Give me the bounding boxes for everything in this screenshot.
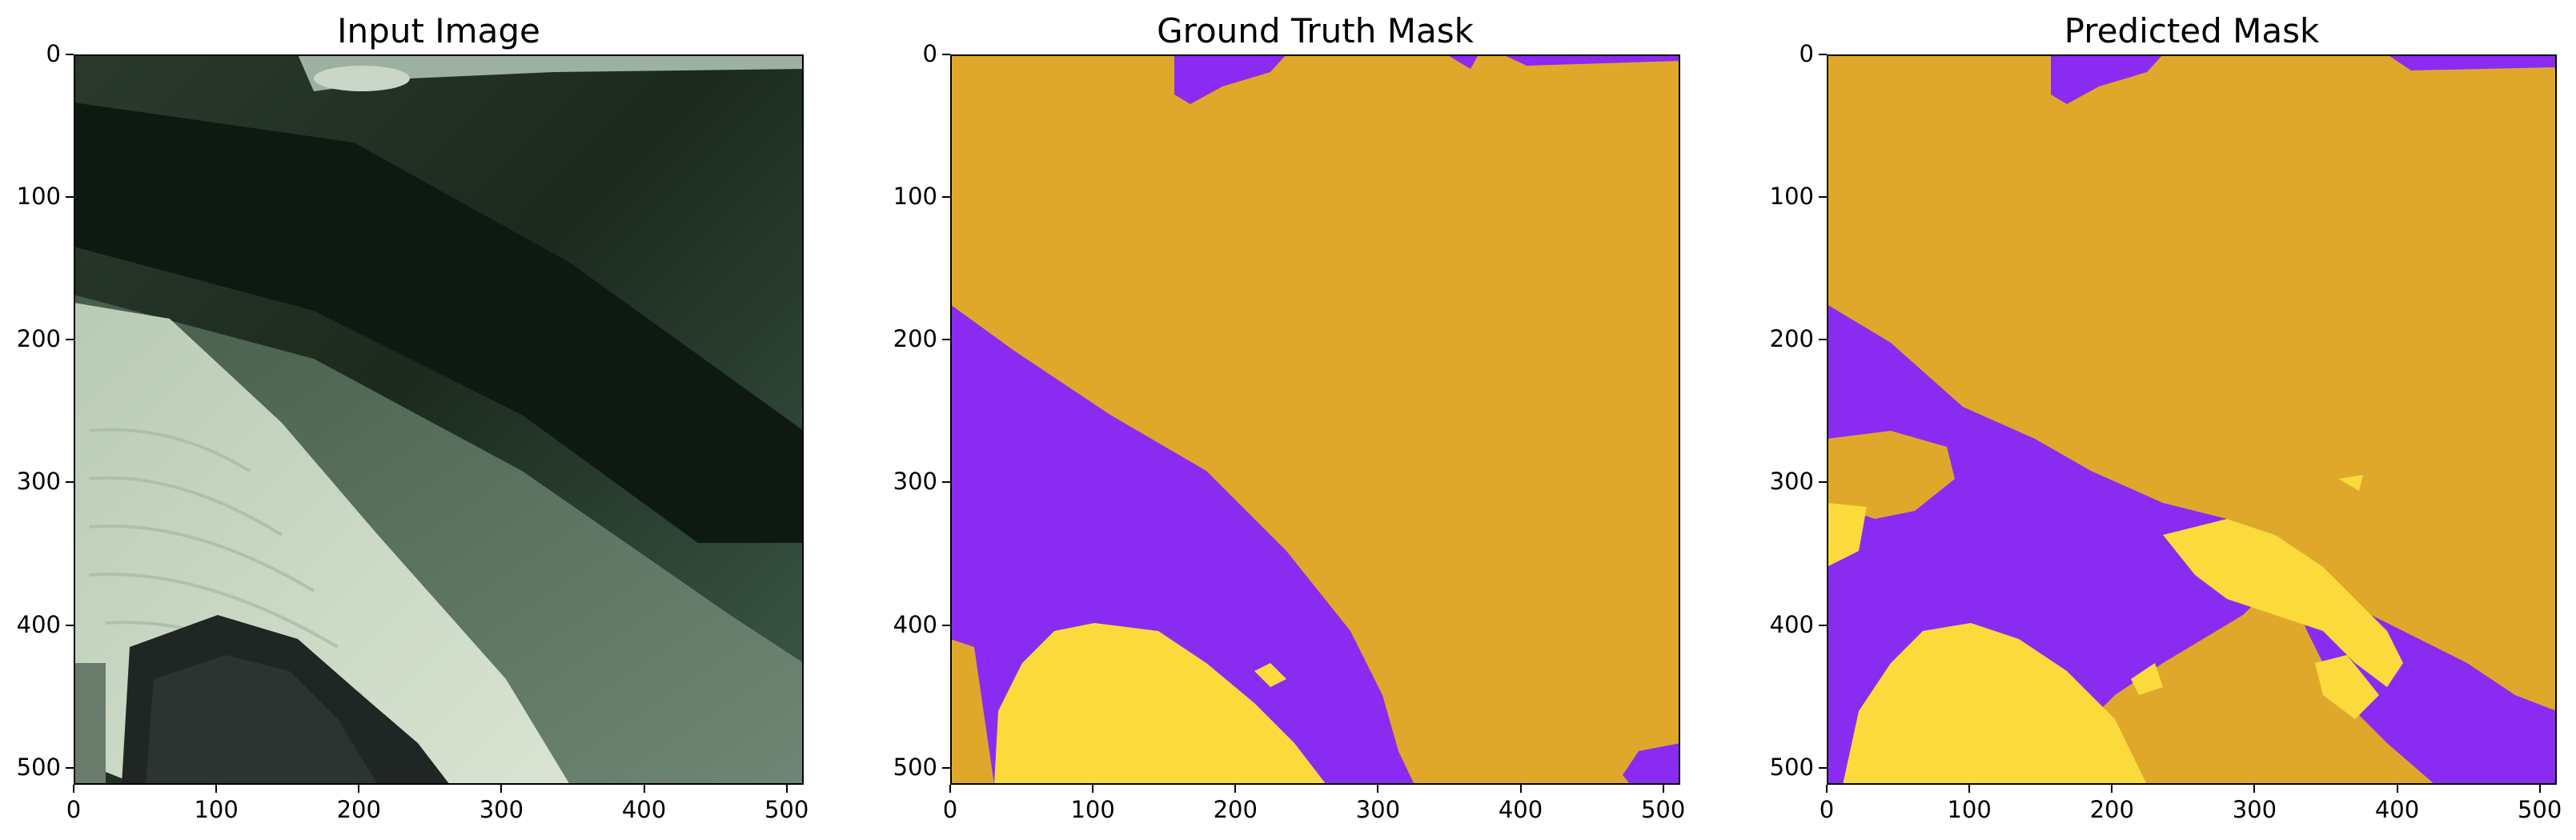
- input-image-axes: [74, 54, 804, 785]
- x-tick-label: 400: [2374, 796, 2420, 823]
- x-tick-mark: [1519, 785, 1522, 793]
- x-tick-mark: [785, 785, 788, 793]
- x-tick-label: 100: [1070, 796, 1115, 823]
- y-tick-mark: [1819, 766, 1827, 769]
- x-tick-mark: [1662, 785, 1664, 793]
- x-tick-mark: [2396, 785, 2398, 793]
- y-tick-label: 200: [1769, 325, 1814, 353]
- input-image-title: Input Image: [337, 11, 540, 50]
- x-tick-mark: [1234, 785, 1237, 793]
- y-tick-mark: [942, 624, 950, 626]
- y-tick-mark: [66, 481, 74, 484]
- x-tick-mark: [1826, 785, 1828, 793]
- x-tick-label: 500: [764, 796, 809, 823]
- x-tick-mark: [643, 785, 645, 793]
- y-tick-label: 500: [16, 753, 61, 781]
- y-tick-label: 500: [893, 753, 937, 781]
- y-tick-mark: [66, 766, 74, 769]
- y-tick-label: 400: [893, 610, 937, 638]
- x-tick-mark: [1092, 785, 1094, 793]
- predicted-panel: Predicted Mask: [1827, 0, 2557, 840]
- x-tick-mark: [358, 785, 360, 793]
- y-tick-label: 200: [16, 325, 61, 353]
- predicted-mask: [1827, 54, 2557, 785]
- y-tick-mark: [1819, 481, 1827, 484]
- x-tick-mark: [2253, 785, 2256, 793]
- y-tick-label: 400: [1769, 610, 1814, 638]
- x-tick-mark: [1968, 785, 1971, 793]
- x-tick-label: 0: [66, 796, 82, 823]
- y-tick-label: 500: [1769, 753, 1814, 781]
- y-tick-label: 0: [46, 40, 61, 67]
- y-tick-mark: [942, 54, 950, 55]
- ground-truth-axes: [950, 54, 1680, 785]
- predicted-axes: [1827, 54, 2557, 785]
- x-tick-label: 200: [1213, 796, 1258, 823]
- ground-truth-title: Ground Truth Mask: [1157, 11, 1474, 50]
- y-tick-label: 100: [893, 183, 937, 211]
- input-image-panel: Input Image: [74, 0, 804, 840]
- y-tick-label: 200: [893, 325, 937, 353]
- y-tick-mark: [942, 766, 950, 769]
- x-tick-mark: [215, 785, 218, 793]
- x-tick-label: 0: [1819, 796, 1835, 823]
- y-tick-label: 300: [16, 468, 61, 496]
- y-tick-mark: [66, 339, 74, 341]
- y-tick-label: 100: [1769, 183, 1814, 211]
- x-tick-label: 400: [621, 796, 667, 823]
- x-tick-label: 300: [2232, 796, 2277, 823]
- y-tick-label: 300: [893, 468, 937, 496]
- x-tick-label: 500: [1640, 796, 1686, 823]
- x-tick-mark: [73, 785, 74, 793]
- x-tick-mark: [949, 785, 951, 793]
- y-tick-label: 0: [1799, 40, 1814, 67]
- y-tick-mark: [1819, 624, 1827, 626]
- y-tick-mark: [942, 481, 950, 484]
- input-satellite-image: [74, 54, 804, 785]
- x-tick-mark: [2538, 785, 2541, 793]
- y-tick-mark: [942, 339, 950, 341]
- y-tick-mark: [1819, 196, 1827, 199]
- x-tick-label: 300: [1355, 796, 1401, 823]
- y-tick-label: 0: [922, 40, 937, 67]
- x-tick-mark: [500, 785, 503, 793]
- y-tick-label: 300: [1769, 468, 1814, 496]
- x-tick-mark: [1377, 785, 1379, 793]
- y-tick-mark: [66, 624, 74, 626]
- ground-truth-panel: Ground Truth Mask: [950, 0, 1680, 840]
- x-tick-label: 100: [194, 796, 239, 823]
- x-tick-label: 100: [1947, 796, 1992, 823]
- x-tick-mark: [2111, 785, 2113, 793]
- x-tick-label: 200: [2089, 796, 2134, 823]
- ground-truth-mask: [950, 54, 1680, 785]
- y-tick-label: 400: [16, 610, 61, 638]
- y-tick-mark: [66, 196, 74, 199]
- y-tick-mark: [1819, 339, 1827, 341]
- x-tick-label: 300: [479, 796, 524, 823]
- y-tick-mark: [1819, 54, 1827, 55]
- x-tick-label: 400: [1498, 796, 1543, 823]
- x-tick-label: 500: [2517, 796, 2562, 823]
- y-tick-mark: [942, 196, 950, 199]
- y-tick-mark: [66, 54, 74, 55]
- x-tick-label: 200: [336, 796, 381, 823]
- y-tick-label: 100: [16, 183, 61, 211]
- x-tick-label: 0: [942, 796, 958, 823]
- predicted-title: Predicted Mask: [2064, 11, 2320, 50]
